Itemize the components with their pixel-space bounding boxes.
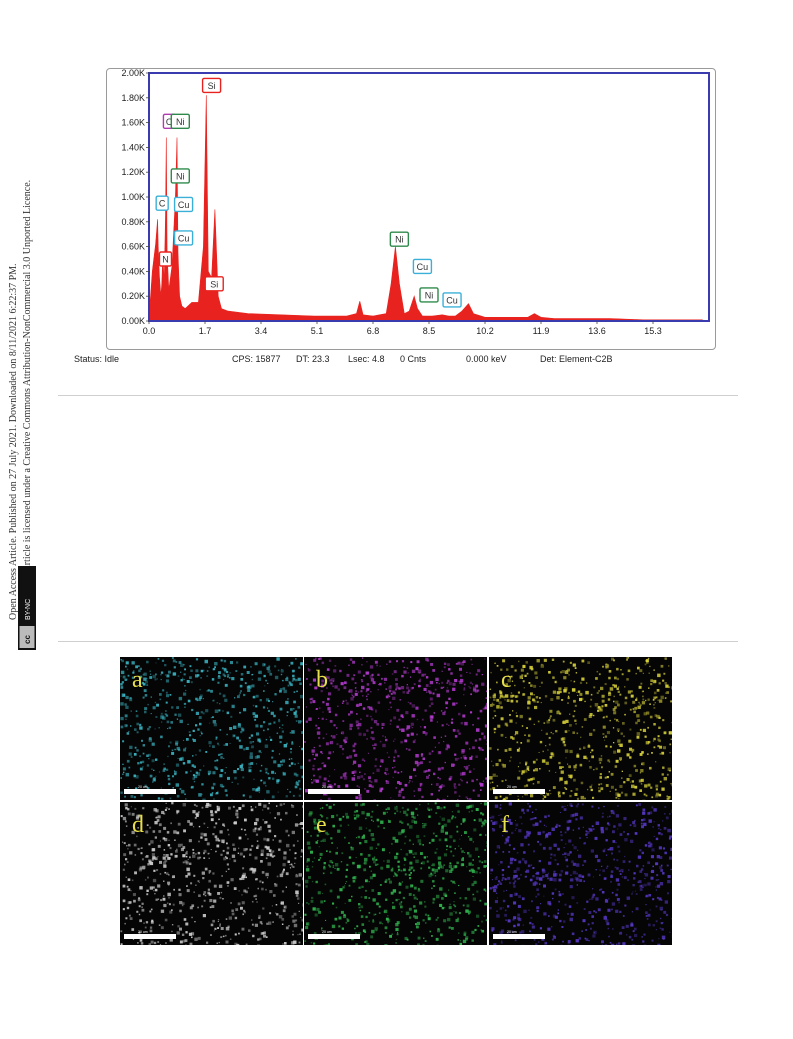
- sidebar-line-2: This article is licensed under a Creativ…: [22, 180, 33, 590]
- scale-bar: [493, 789, 545, 794]
- map-texture: [304, 657, 487, 800]
- peak-label: Ni: [425, 290, 434, 300]
- x-tick-label: 6.8: [367, 326, 380, 336]
- y-tick-label: 0.00K: [121, 316, 145, 326]
- map-texture: [120, 657, 303, 800]
- cc-license-badge[interactable]: cc BY-NC: [18, 566, 36, 650]
- y-tick-label: 1.60K: [121, 118, 145, 128]
- plot-area-frame: [148, 72, 710, 322]
- map-texture: [489, 802, 672, 945]
- scale-bar-label: 20 um: [138, 785, 148, 789]
- scale-bar: [124, 789, 176, 794]
- peak-label: Ni: [176, 117, 185, 127]
- peak-label-box: [389, 231, 410, 247]
- peak-label: Si: [208, 81, 216, 91]
- y-tick-label: 0.20K: [121, 291, 145, 301]
- eds-spectrum-panel: 0.00K 0.20K 0.40K 0.60K 0.80K 1.00K 1.20K 1.40K…: [106, 68, 716, 350]
- eds-spectrum-chart: 0.00K 0.20K 0.40K 0.60K 0.80K 1.00K 1.20K 1.40K…: [121, 68, 710, 336]
- x-tick-label: 10.2: [476, 326, 494, 336]
- scale-bar-label: 20 um: [507, 785, 517, 789]
- peak-label: Cu: [178, 233, 190, 243]
- peak-label: C: [159, 199, 166, 209]
- scale-bar: [308, 934, 360, 939]
- element-map-b: b 20 um: [304, 657, 487, 800]
- scale-bar: [308, 789, 360, 794]
- divider-top: [58, 395, 738, 396]
- peak-label-box: [419, 287, 439, 303]
- peak-label: Cu: [446, 295, 458, 305]
- peak-label-box: [170, 113, 190, 130]
- peak-label: Si: [210, 279, 218, 289]
- map-letter-e: e: [316, 812, 327, 838]
- status-cps: CPS: 15877: [232, 354, 281, 364]
- scale-bar: [124, 934, 176, 939]
- scale-bar: [493, 934, 545, 939]
- scale-bar-label: 20 um: [507, 930, 517, 934]
- status-lsec: Lsec: 4.8: [348, 354, 385, 364]
- y-tick-label: 0.40K: [121, 266, 145, 276]
- y-tick-label: 1.40K: [121, 142, 145, 152]
- map-texture: [489, 657, 672, 800]
- peak-label: Cu: [178, 200, 190, 210]
- peak-label-box: [412, 258, 433, 275]
- status-cnts: 0 Cnts: [400, 354, 427, 364]
- x-tick-label: 1.7: [199, 326, 212, 336]
- divider-bottom: [58, 641, 738, 642]
- x-tick-label: 0.0: [143, 326, 156, 336]
- status-idle: Status: Idle: [74, 354, 120, 364]
- license-badge-text: BY-NC: [25, 599, 32, 620]
- y-tick-label: 1.00K: [121, 192, 145, 202]
- y-tick-label: 1.80K: [121, 93, 145, 103]
- element-map-f: f 20 um: [489, 802, 672, 945]
- element-map-d: d 20 um: [120, 802, 303, 945]
- map-letter-f: f: [501, 812, 509, 838]
- map-letter-b: b: [316, 667, 328, 693]
- spectrum-series: [148, 95, 703, 322]
- y-tick-label: 0.60K: [121, 242, 145, 252]
- x-tick-label: 3.4: [255, 326, 268, 336]
- peak-label: Ni: [176, 171, 185, 181]
- element-map-a: a 20 um: [120, 657, 303, 800]
- peak-label: Ni: [395, 235, 404, 245]
- map-letter-c: c: [501, 667, 512, 693]
- scale-bar-label: 20 um: [322, 785, 332, 789]
- x-tick-label: 15.3: [644, 326, 662, 336]
- scale-bar-label: 20 um: [138, 930, 148, 934]
- map-texture: [120, 802, 303, 945]
- x-tick-label: 5.1: [311, 326, 324, 336]
- cc-mark: cc: [23, 635, 32, 644]
- peak-label: Cu: [417, 262, 429, 272]
- peak-label-box: [442, 292, 462, 308]
- y-tick-label: 2.00K: [121, 69, 145, 78]
- status-kev: 0.000 keV: [466, 354, 507, 364]
- scale-bar-label: 20 um: [322, 930, 332, 934]
- element-map-c: c 20 um: [489, 657, 672, 800]
- status-detector: Det: Element-C2B: [540, 354, 613, 364]
- y-tick-label: 1.20K: [121, 167, 145, 177]
- peak-label-box: [170, 168, 190, 184]
- status-dt: DT: 23.3: [296, 354, 330, 364]
- map-letter-d: d: [132, 812, 144, 838]
- peak-label-box: [204, 276, 224, 292]
- y-tick-label: 0.80K: [121, 217, 145, 227]
- peak-label: O: [166, 117, 173, 127]
- peak-label-box: [173, 230, 194, 246]
- peak-label: N: [162, 255, 169, 265]
- x-tick-label: 11.9: [533, 326, 550, 336]
- map-texture: [304, 802, 487, 945]
- peak-label-box: [201, 77, 222, 94]
- x-tick-label: 13.6: [588, 326, 606, 336]
- element-map-e: e 20 um: [304, 802, 487, 945]
- peak-label-box: [155, 195, 169, 211]
- x-tick-label: 8.5: [423, 326, 436, 336]
- peak-label-box: [173, 196, 194, 213]
- map-letter-a: a: [132, 667, 143, 693]
- peak-label-box: [158, 251, 173, 267]
